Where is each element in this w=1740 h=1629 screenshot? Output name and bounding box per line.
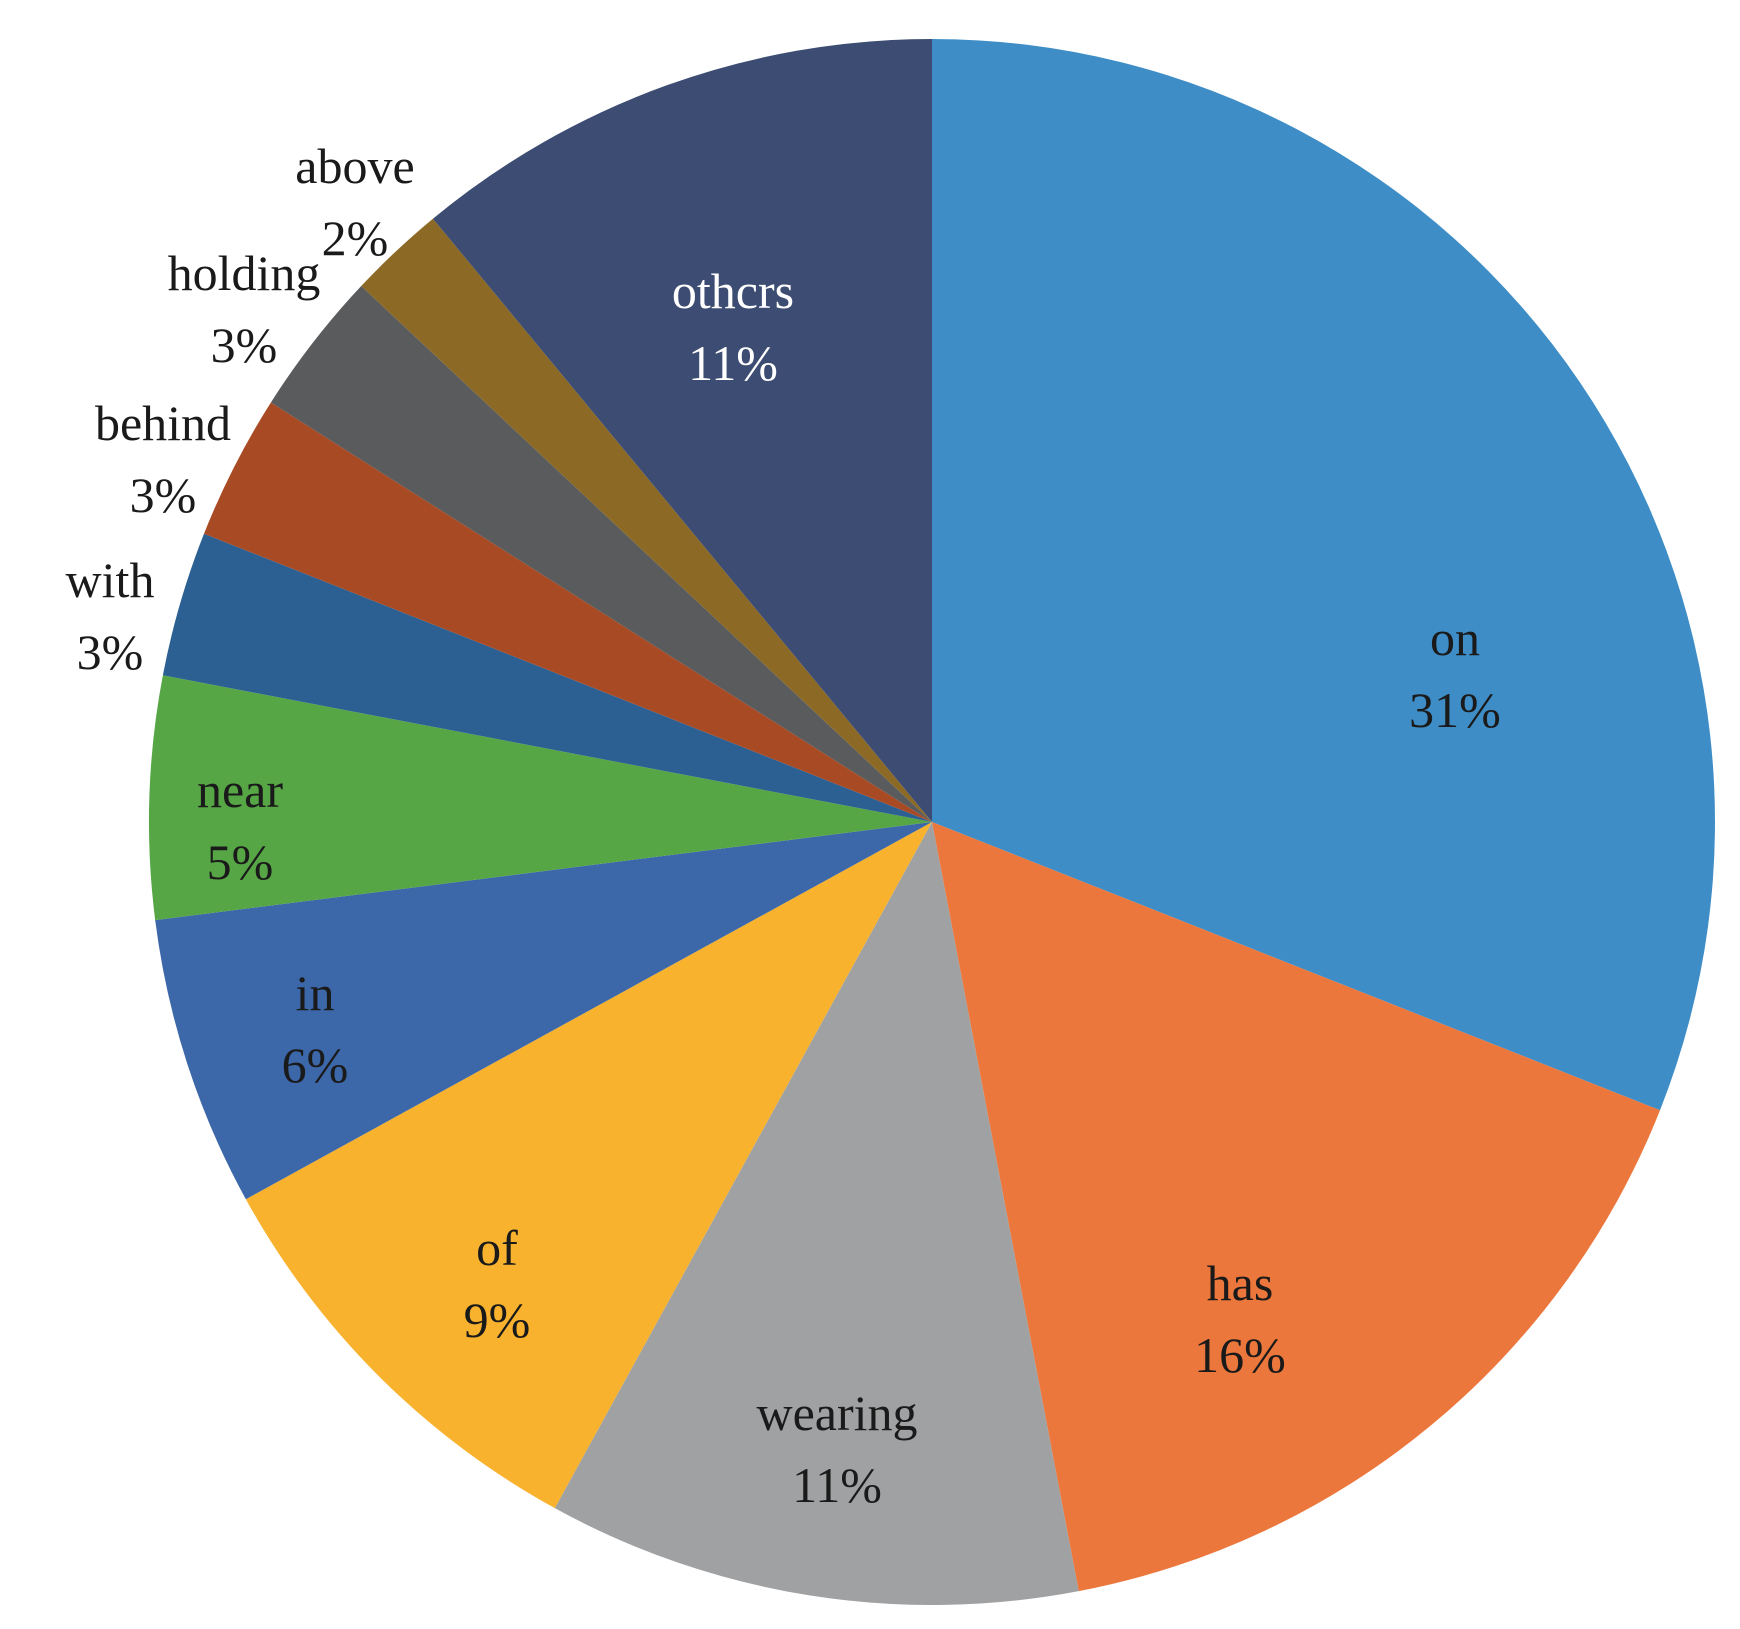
slice-percent-label: 31%: [1409, 682, 1501, 738]
slice-name-label: on: [1430, 610, 1480, 666]
slice-percent-label: 3%: [77, 624, 144, 680]
slice-percent-label: 3%: [130, 467, 197, 523]
pie-slice-has: [932, 822, 1661, 1592]
pie-slice-of: [245, 822, 933, 1509]
slice-percent-label: 16%: [1194, 1327, 1286, 1383]
slice-label-wearing: wearing 11%: [756, 1385, 917, 1513]
slice-name-label: above: [295, 138, 414, 194]
slice-label-has: has 16%: [1194, 1255, 1286, 1383]
slice-name-label: behind: [95, 395, 231, 451]
slice-percent-label: 6%: [282, 1037, 349, 1093]
slice-label-of: of 9%: [464, 1220, 531, 1348]
slice-label-holding: holding 3%: [168, 245, 321, 373]
slice-label-with: with 3%: [66, 552, 155, 680]
slice-percent-label: 9%: [464, 1292, 531, 1348]
pie-slice-with: [162, 533, 932, 822]
pie-slice-above: [361, 218, 933, 822]
pie-slice-behind: [203, 402, 933, 822]
pie-slice-in: [155, 822, 933, 1200]
slice-name-label: in: [296, 965, 335, 1021]
slice-label-behind: behind 3%: [95, 395, 231, 523]
pie-slice-on: [932, 39, 1715, 1111]
slice-name-label: has: [1207, 1255, 1274, 1311]
slice-label-othcrs: othcrs 11%: [672, 263, 794, 391]
slice-label-near: near 5%: [197, 762, 283, 890]
pie-slice-near: [148, 675, 933, 921]
slice-name-label: with: [66, 552, 155, 608]
pie-labels: on 31% has 16% wearing 11% of 9% in 6% near 5% with 3…: [66, 138, 1501, 1513]
slice-percent-label: 2%: [322, 210, 389, 266]
slice-name-label: of: [476, 1220, 518, 1276]
slice-name-label: othcrs: [672, 263, 794, 319]
pie-slice-holding: [270, 286, 932, 822]
slice-label-on: on 31%: [1409, 610, 1501, 738]
slice-percent-label: 5%: [207, 834, 274, 890]
slice-name-label: near: [197, 762, 283, 818]
slice-name-label: holding: [168, 245, 321, 301]
slice-name-label: wearing: [756, 1385, 917, 1441]
slice-label-in: in 6%: [282, 965, 349, 1093]
slice-label-above: above 2%: [295, 138, 414, 266]
slice-percent-label: 11%: [792, 1457, 882, 1513]
slice-percent-label: 11%: [688, 335, 778, 391]
slice-percent-label: 3%: [211, 317, 278, 373]
pie-slices: [148, 39, 1715, 1605]
pie-slice-othcrs: [432, 39, 932, 822]
pie-slice-wearing: [554, 822, 1079, 1605]
